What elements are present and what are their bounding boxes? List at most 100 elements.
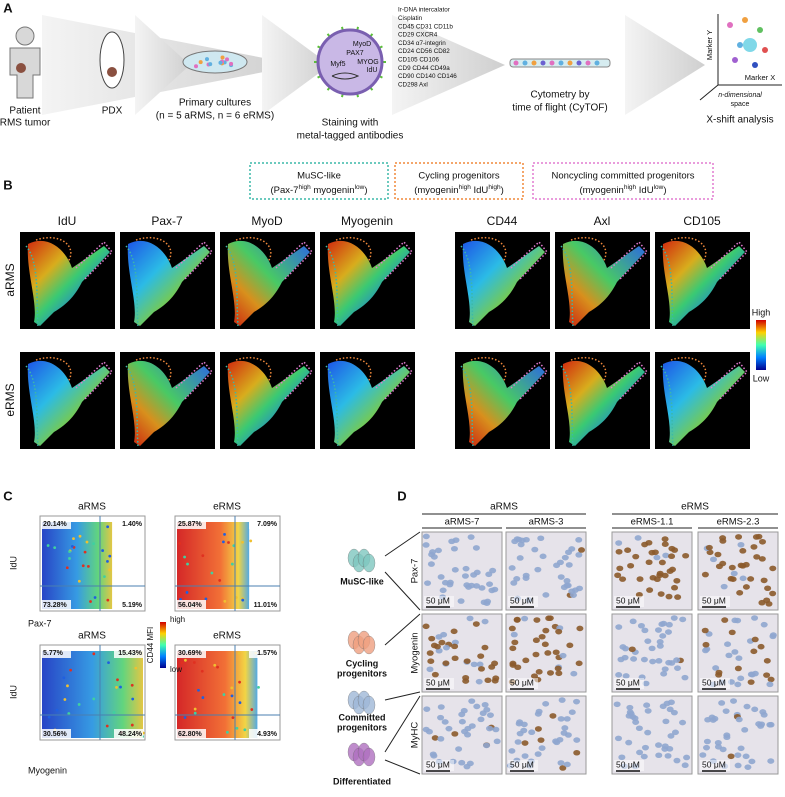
cluster-dot (757, 27, 763, 33)
column-title: CD44 (487, 214, 518, 228)
nucleus (679, 719, 687, 726)
nucleus (701, 571, 709, 578)
nucleus (636, 576, 644, 582)
label-bg (508, 678, 538, 689)
nucleus (557, 716, 565, 722)
scatter-dot (130, 683, 134, 687)
nucleus (640, 656, 648, 663)
person-body (9, 47, 41, 99)
nucleus (438, 639, 446, 646)
nucleus (493, 738, 501, 745)
label-bg (614, 678, 644, 689)
umap (660, 236, 749, 327)
scatter-dot (131, 697, 135, 701)
scatter-dot (107, 661, 110, 665)
nucleus (666, 706, 674, 713)
cluster-pink (510, 240, 549, 281)
scatter-dot (241, 598, 245, 602)
nucleus (510, 580, 518, 586)
nucleus (730, 570, 738, 577)
scatter-dot (78, 534, 82, 538)
sample-label: eRMS-2.3 (717, 517, 760, 528)
population-label: Cycling (346, 658, 379, 668)
nucleus (673, 757, 681, 764)
population-label: Committed (339, 712, 386, 722)
nucleus (625, 739, 633, 746)
xshift-axes (699, 14, 782, 101)
nucleus (539, 553, 547, 560)
nucleus (561, 554, 569, 561)
nucleus (630, 656, 638, 662)
scatter-dot (70, 544, 74, 548)
nucleus (542, 592, 550, 598)
legend-box (394, 162, 524, 200)
nucleus (668, 553, 676, 560)
scatter-dot (77, 579, 81, 583)
scatter-dot (249, 539, 253, 543)
nucleus (560, 730, 568, 736)
nucleus (701, 627, 709, 634)
nucleus (533, 617, 541, 623)
nucleus (489, 567, 497, 574)
nucleus (570, 670, 578, 677)
nucleus (451, 566, 459, 573)
nucleus (508, 748, 516, 754)
nucleus (462, 565, 470, 572)
nucleus (644, 638, 652, 644)
detail-part: high (624, 184, 637, 191)
umap-body (327, 240, 410, 326)
sample-label: eRMS-1.1 (631, 517, 674, 528)
nucleus (656, 643, 664, 649)
nucleus (563, 761, 571, 768)
nucleus (437, 714, 445, 721)
nucleus (460, 707, 468, 714)
cluster-teal (225, 245, 239, 327)
label-bg (508, 596, 538, 607)
nucleus (457, 598, 465, 604)
nucleus (559, 652, 567, 659)
quadrant-percent: 4.93% (257, 731, 278, 738)
label-bg (700, 596, 730, 607)
plot-title: aRMS (78, 631, 106, 642)
scatter-cloud (42, 651, 143, 738)
scatter-dot (67, 712, 71, 715)
nucleus (673, 657, 681, 663)
nucleus (671, 729, 679, 736)
nucleus (720, 583, 728, 590)
nucleus (674, 665, 682, 671)
cell-dot (194, 64, 199, 69)
group-title: aRMS (490, 502, 518, 513)
nucleus (486, 581, 494, 587)
nucleus (662, 552, 670, 559)
nucleus (483, 742, 491, 749)
nucleus (451, 643, 459, 650)
scatter-dot (106, 598, 110, 602)
label-bg (614, 596, 644, 607)
label: CD44 MFI (146, 627, 155, 663)
nucleus (767, 758, 775, 764)
legend-detail: (Pax-7high myogeninlow) (270, 184, 367, 196)
nucleus (515, 536, 523, 543)
quadrant-percent: 25.87% (178, 521, 203, 528)
antibody: CD24 CD56 CD82 (398, 48, 450, 55)
nucleus (475, 678, 483, 685)
umap-body (462, 360, 545, 446)
person-head (15, 26, 35, 46)
nucleus (748, 671, 756, 678)
culture-dish (182, 50, 248, 74)
label-bg (114, 729, 143, 739)
column-title: Myogenin (341, 214, 393, 228)
nucleus (462, 678, 470, 684)
scale-bar-label: 50 μM (510, 595, 534, 605)
nucleus (743, 703, 751, 710)
cell-dot (225, 57, 230, 62)
nucleus (433, 643, 441, 650)
nucleus (423, 706, 431, 712)
nucleus (626, 704, 634, 711)
scatter-dot (231, 716, 235, 719)
legend-detail: (myogeninhigh IdUlow) (579, 184, 666, 196)
colorbar (756, 320, 766, 370)
scatter-dot (72, 537, 75, 540)
cell-dot (513, 60, 519, 66)
nucleus (450, 628, 458, 635)
